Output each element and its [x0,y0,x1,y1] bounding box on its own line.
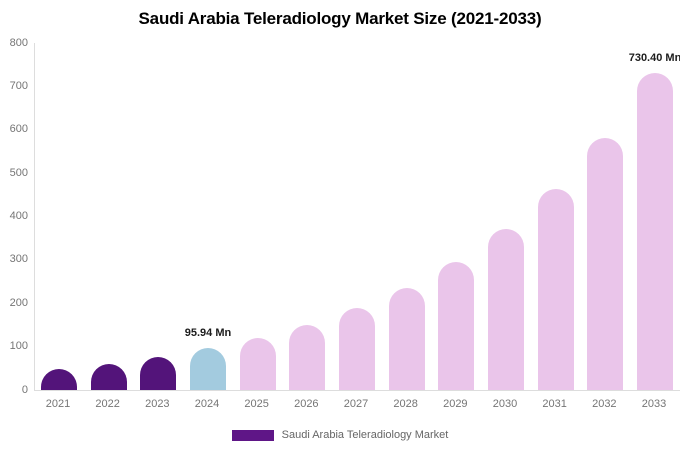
x-axis-label-2022: 2022 [95,398,120,410]
x-axis-label-2033: 2033 [641,398,667,410]
x-axis-label-2021: 2021 [45,398,71,410]
x-axis-label-2023: 2023 [145,398,170,410]
bar-2033[interactable] [637,73,673,390]
bar-2026[interactable] [289,324,326,390]
x-axis-label-2028: 2028 [393,398,418,410]
x-axis-label-2030: 2030 [492,398,518,410]
x-axis-label-2031: 2031 [542,398,567,410]
bar-2024[interactable] [190,348,226,390]
y-axis-tick-label: 700 [9,79,28,92]
y-axis-tick-label: 600 [9,123,28,136]
x-axis-label-2029: 2029 [443,398,468,410]
bar-2022[interactable] [90,363,127,390]
bar-2029[interactable] [438,261,475,390]
bar-2027[interactable] [339,308,375,390]
bar-2021[interactable] [41,368,77,390]
bar-2032[interactable] [587,137,624,390]
bar-2023[interactable] [140,356,177,390]
y-axis-tick-label: 800 [9,36,28,49]
x-axis-label-2032: 2032 [592,398,617,410]
bar-2028[interactable] [388,287,425,390]
data-label-2033: 730.40 Mn [628,52,680,65]
plot-area: 95.94 Mn 730.40 Mn [34,43,680,391]
legend-item[interactable]: Saudi Arabia Teleradiology Market [0,429,680,441]
chart-title: Saudi Arabia Teleradiology Market Size (… [138,9,542,28]
y-axis-tick-label: 100 [9,340,28,353]
y-axis-tick-label: 200 [9,296,28,309]
legend-swatch [231,429,274,441]
x-axis-label-2027: 2027 [343,398,369,410]
bar-2031[interactable] [537,188,574,390]
y-axis-tick-label: 500 [9,166,28,179]
x-axis-label-2024: 2024 [194,398,220,410]
bar-2030[interactable] [488,229,524,390]
legend-label: Saudi Arabia Teleradiology Market [281,429,449,441]
data-label-2024: 95.94 Mn [184,327,232,340]
y-axis-tick-label: 300 [9,253,28,266]
bar-2025[interactable] [239,337,276,390]
y-axis-tick-label: 400 [9,210,28,222]
x-axis-label-2025: 2025 [244,398,269,410]
y-axis-tick-label: 0 [21,383,28,396]
x-axis-label-2026: 2026 [294,398,319,410]
